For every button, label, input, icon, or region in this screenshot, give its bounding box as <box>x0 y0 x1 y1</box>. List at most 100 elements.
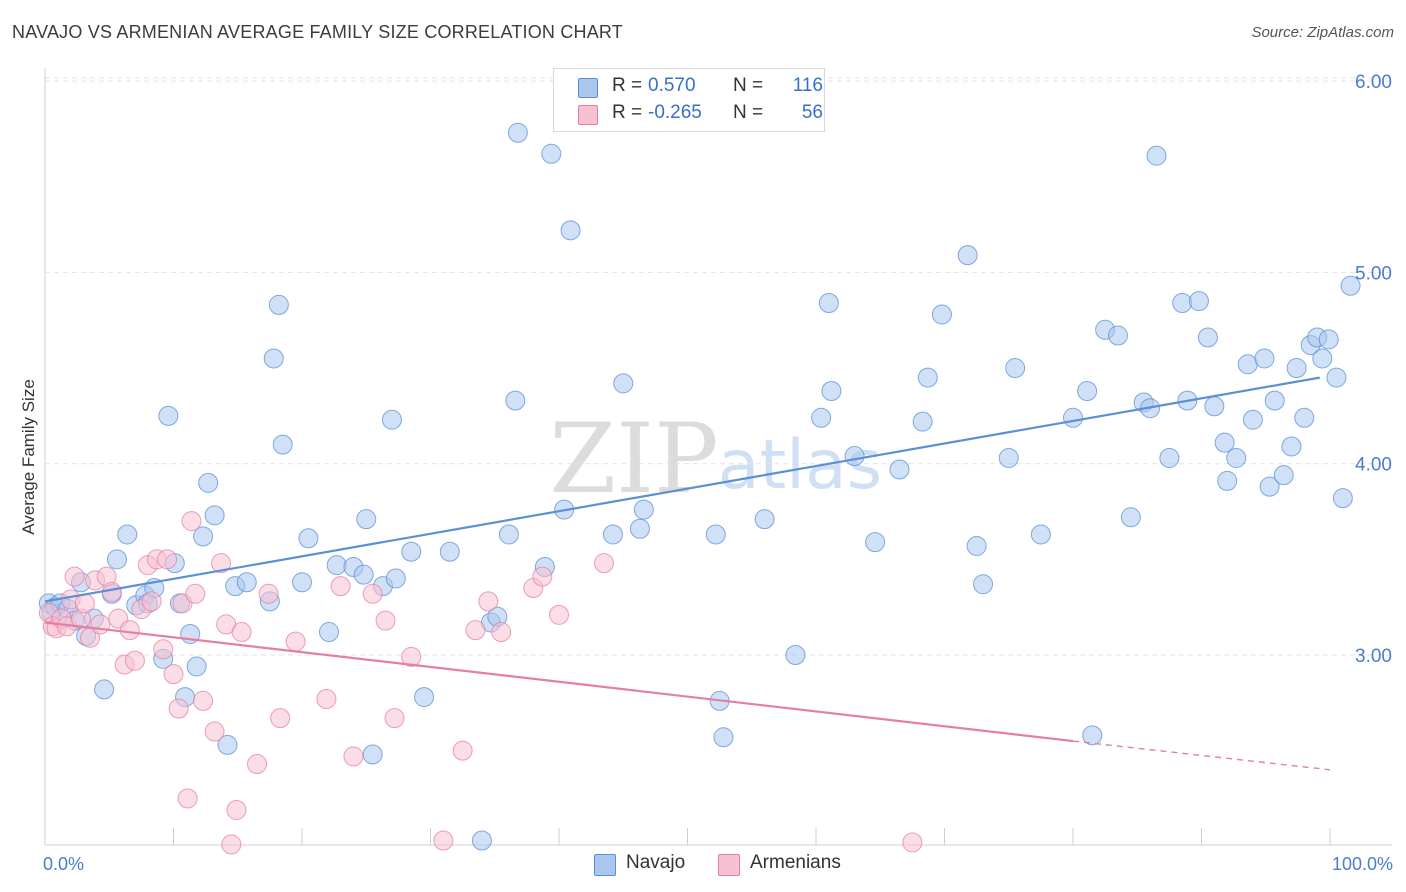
armenians-points <box>38 511 923 855</box>
armenians-point <box>902 832 923 853</box>
y-tick-label: 6.00 <box>1355 72 1392 93</box>
navajo-point <box>1217 470 1238 491</box>
navajo-point <box>613 373 634 394</box>
navajo-point <box>1107 325 1128 346</box>
armenians-point <box>64 566 85 587</box>
armenians-point <box>593 553 614 574</box>
navajo-point <box>381 409 402 430</box>
navajo-point <box>1259 476 1280 497</box>
navajo-point <box>1264 390 1285 411</box>
navajo-swatch <box>594 854 616 876</box>
navajo-point <box>629 518 650 539</box>
navajo-point <box>158 405 179 426</box>
navajo-point <box>507 122 528 143</box>
armenians-point <box>491 622 512 643</box>
armenians-point <box>258 583 279 604</box>
correlation-legend: R = 0.570 N = 116 R = -0.265 N = 56 <box>553 68 825 132</box>
navajo-point <box>498 524 519 545</box>
y-tick-label: 5.00 <box>1355 263 1392 284</box>
armenians-swatch <box>718 854 740 876</box>
navajo-point <box>1318 329 1339 350</box>
navajo-point <box>821 381 842 402</box>
navajo-point <box>844 446 865 467</box>
navajo-point <box>439 541 460 562</box>
navajo-point <box>471 830 492 851</box>
navajo-point <box>94 679 115 700</box>
navajo-point <box>1294 407 1315 428</box>
armenians-point <box>226 799 247 820</box>
navajo-point <box>204 505 225 526</box>
navajo-point <box>560 220 581 241</box>
axis-labels: 3.00 4.00 5.00 6.00 0.0% 100.0% Average Family… <box>19 72 1393 874</box>
navajo-point <box>263 348 284 369</box>
armenians-point <box>375 610 396 631</box>
armenians-point <box>270 708 291 729</box>
navajo-point <box>705 524 726 545</box>
armenians-point <box>330 576 351 597</box>
navajo-point <box>1286 358 1307 379</box>
navajo-point <box>198 472 219 493</box>
navajo-point <box>865 532 886 553</box>
trend-lines <box>44 376 1331 771</box>
navajo-point <box>713 727 734 748</box>
r-label: R = <box>612 75 643 96</box>
armenians-point <box>185 583 206 604</box>
navajo-point <box>353 564 374 585</box>
navajo-point <box>1120 507 1141 528</box>
navajo-point <box>236 572 257 593</box>
armenians-point <box>181 511 202 532</box>
navajo-point <box>1204 396 1225 417</box>
legend-label: Armenians <box>750 852 841 873</box>
navajo-point <box>1214 432 1235 453</box>
navajo-point <box>931 304 952 325</box>
r-value: 0.570 <box>648 75 696 96</box>
armenians-point <box>532 566 553 587</box>
navajo-point <box>785 645 806 665</box>
legend-label: Navajo <box>626 852 686 873</box>
navajo-point <box>1332 488 1353 509</box>
armenians-swatch <box>578 105 598 125</box>
gridlines <box>45 77 1392 656</box>
navajo-point <box>401 541 422 562</box>
navajo-point <box>186 656 207 677</box>
navajo-point <box>385 568 406 589</box>
armenians-point <box>119 620 140 641</box>
watermark: ZIP atlas <box>549 403 882 515</box>
navajo-point <box>272 434 293 455</box>
armenians-point <box>211 553 232 574</box>
armenians-point <box>124 650 145 671</box>
navajo-point <box>268 294 289 315</box>
armenians-point <box>204 721 225 742</box>
chart-title: NAVAJO VS ARMENIAN AVERAGE FAMILY SIZE C… <box>12 22 624 42</box>
navajo-point <box>217 734 238 755</box>
armenians-point <box>193 690 214 711</box>
navajo-point <box>1172 293 1193 314</box>
n-label: N = <box>733 75 764 96</box>
navajo-point <box>117 524 138 545</box>
armenians-point <box>231 622 252 643</box>
armenians-point <box>384 708 405 729</box>
navajo-point <box>318 622 339 643</box>
navajo-point <box>1077 381 1098 402</box>
navajo-point <box>889 459 910 480</box>
navajo-point <box>966 535 987 556</box>
navajo-point <box>1063 407 1083 428</box>
n-value: 116 <box>792 75 823 96</box>
armenians-point <box>343 746 364 767</box>
navajo-point <box>1226 447 1247 468</box>
navajo-point <box>1254 348 1275 369</box>
navajo-point <box>957 245 978 266</box>
navajo-point <box>1159 447 1180 468</box>
navajo-point <box>1082 725 1103 746</box>
navajo-point <box>811 407 832 428</box>
navajo-point <box>193 526 214 547</box>
navajo-point <box>1273 465 1294 486</box>
armenians-point <box>433 830 454 851</box>
armenians-point <box>549 604 569 625</box>
x-tick-label: 100.0% <box>1332 854 1393 874</box>
armenians-point <box>177 788 198 809</box>
armenians-point <box>316 688 337 709</box>
navajo-point <box>1030 524 1051 545</box>
r-value: -0.265 <box>648 102 702 123</box>
armenians-point <box>478 591 499 612</box>
